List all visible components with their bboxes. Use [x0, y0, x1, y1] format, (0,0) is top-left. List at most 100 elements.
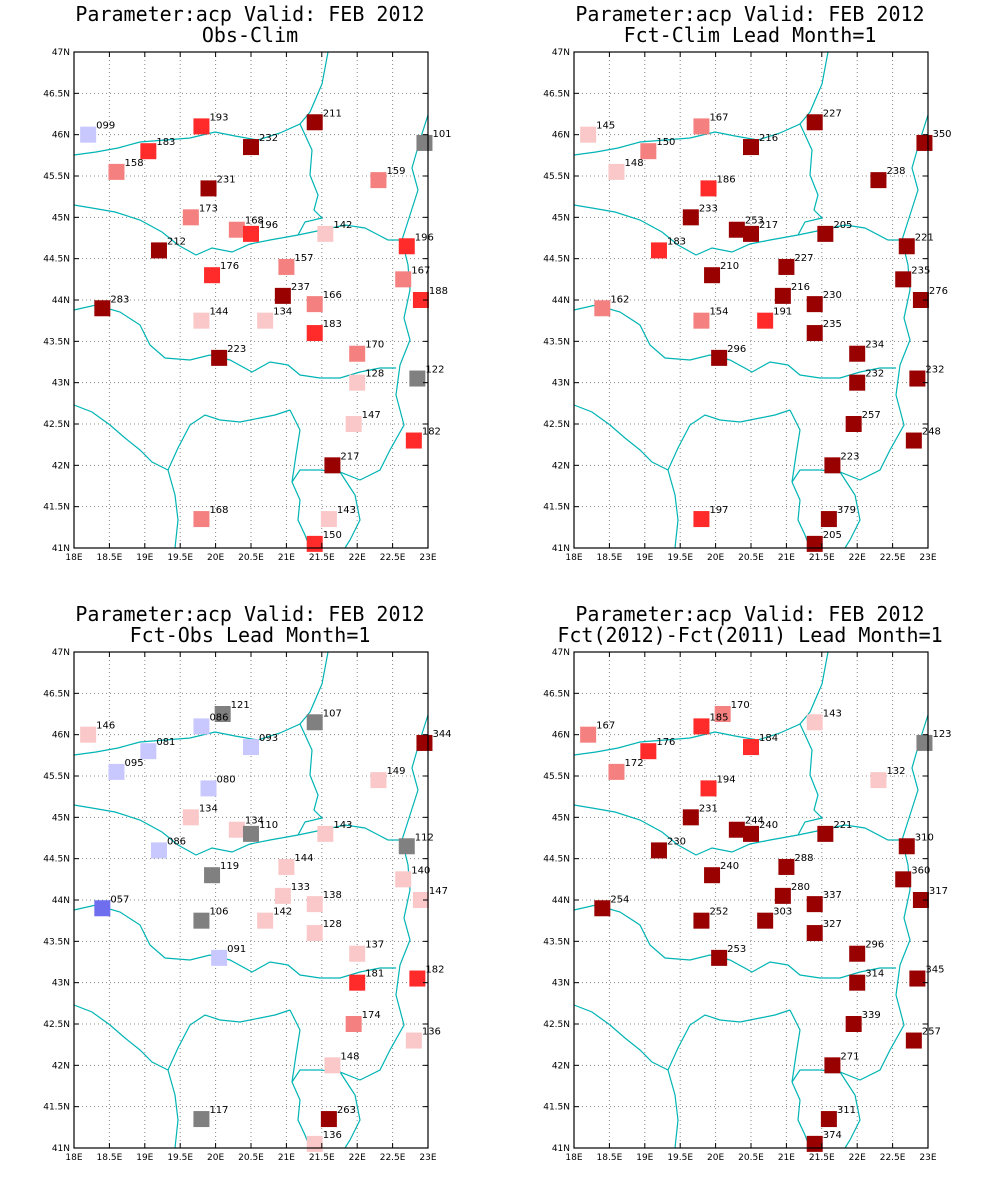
station-marker: [150, 842, 167, 859]
station-value-label: 086: [209, 712, 228, 723]
station-value-label: 132: [886, 766, 905, 777]
x-tick-label: 18.5E: [597, 1153, 623, 1163]
station-value-label: 379: [837, 505, 856, 516]
station-marker: [704, 267, 721, 284]
x-tick-label: 21E: [278, 553, 295, 563]
border-line: [573, 651, 829, 756]
station-value-label: 123: [932, 729, 951, 740]
station-marker: [398, 838, 415, 855]
station-marker: [640, 743, 657, 760]
y-tick-label: 44N: [552, 896, 570, 906]
station-value-label: 280: [791, 882, 810, 893]
x-tick-label: 22E: [849, 1153, 866, 1163]
station-value-label: 144: [209, 307, 228, 318]
station-marker: [278, 858, 295, 875]
station-marker: [409, 370, 426, 387]
station-marker: [743, 139, 759, 156]
station-value-label: 150: [656, 137, 675, 148]
station-marker: [608, 763, 625, 780]
station-marker: [243, 825, 259, 842]
border-line: [573, 404, 669, 471]
station-marker: [820, 511, 837, 528]
station-value-label: 170: [365, 340, 384, 351]
station-value-label: 221: [833, 820, 852, 831]
y-tick-label: 47N: [552, 48, 570, 58]
x-tick-label: 23E: [919, 553, 936, 563]
station-marker: [80, 126, 97, 143]
station-value-label: 248: [922, 427, 941, 438]
station-value-label: 288: [794, 853, 813, 864]
station-marker: [94, 300, 111, 317]
y-tick-label: 43N: [552, 379, 570, 389]
x-tick-label: 18.5E: [597, 553, 623, 563]
station-marker: [898, 238, 915, 255]
x-tick-label: 20E: [207, 1153, 224, 1163]
station-value-label: 143: [337, 505, 356, 516]
station-value-label: 086: [167, 836, 186, 847]
y-tick-label: 46N: [52, 131, 70, 141]
border-line: [339, 471, 361, 549]
station-value-label: 210: [720, 261, 739, 272]
station-value-label: 237: [291, 282, 310, 293]
station-value-label: 185: [709, 712, 728, 723]
border-line: [573, 51, 829, 156]
station-value-label: 134: [199, 803, 218, 814]
border-line: [291, 114, 429, 483]
y-tick-label: 42N: [52, 461, 70, 471]
station-marker: [693, 912, 710, 929]
y-tick-label: 43N: [552, 979, 570, 989]
y-tick-label: 45N: [552, 813, 570, 823]
x-tick-label: 21.5E: [309, 553, 335, 563]
station-marker: [193, 312, 210, 329]
station-value-label: 253: [727, 944, 746, 955]
station-value-label: 257: [922, 1027, 941, 1038]
station-value-label: 148: [624, 158, 643, 169]
station-marker: [849, 945, 866, 962]
station-marker: [714, 706, 731, 722]
x-tick-label: 20E: [707, 553, 724, 563]
panel-subtitle: Fct-Obs Lead Month=1: [129, 623, 371, 647]
station-value-label: 057: [110, 894, 129, 905]
station-value-label: 276: [929, 286, 948, 297]
station-value-label: 128: [365, 369, 384, 380]
y-tick-label: 42.5N: [543, 420, 570, 430]
station-marker: [324, 457, 341, 474]
station-value-label: 234: [865, 340, 884, 351]
station-marker: [774, 287, 791, 304]
map-panel-fct-clim: Parameter:acp Valid: FEB 2012 Fct-Clim L…: [500, 0, 1000, 600]
x-tick-label: 18.5E: [97, 1153, 123, 1163]
x-tick-label: 20.5E: [738, 553, 764, 563]
border-line: [167, 1069, 179, 1149]
station-value-label: 231: [699, 803, 718, 814]
station-marker: [204, 267, 221, 284]
y-tick-label: 43N: [52, 379, 70, 389]
station-marker: [193, 118, 210, 135]
station-value-label: 133: [291, 882, 310, 893]
y-tick-label: 41N: [52, 1144, 70, 1154]
station-marker: [108, 163, 125, 180]
station-marker: [200, 180, 217, 197]
y-tick-label: 42.5N: [43, 1020, 70, 1030]
x-tick-label: 20.5E: [738, 1153, 764, 1163]
border-line: [667, 469, 679, 549]
station-value-label: 159: [386, 166, 405, 177]
border-line: [167, 409, 291, 471]
y-tick-label: 45.5N: [543, 772, 570, 782]
y-tick-label: 43.5N: [43, 337, 70, 347]
station-marker: [395, 871, 412, 888]
station-marker: [849, 345, 866, 362]
station-marker: [905, 1032, 922, 1049]
y-tick-label: 42N: [552, 1061, 570, 1071]
station-marker: [704, 867, 721, 884]
station-marker: [409, 970, 426, 987]
station-value-label: 254: [610, 894, 629, 905]
y-tick-label: 44N: [52, 896, 70, 906]
station-marker: [693, 718, 710, 735]
station-value-label: 230: [823, 290, 842, 301]
station-marker: [94, 900, 111, 917]
x-tick-label: 18E: [65, 553, 82, 563]
station-value-label: 271: [840, 1051, 859, 1062]
border-line: [73, 904, 396, 979]
station-value-label: 145: [596, 121, 615, 132]
